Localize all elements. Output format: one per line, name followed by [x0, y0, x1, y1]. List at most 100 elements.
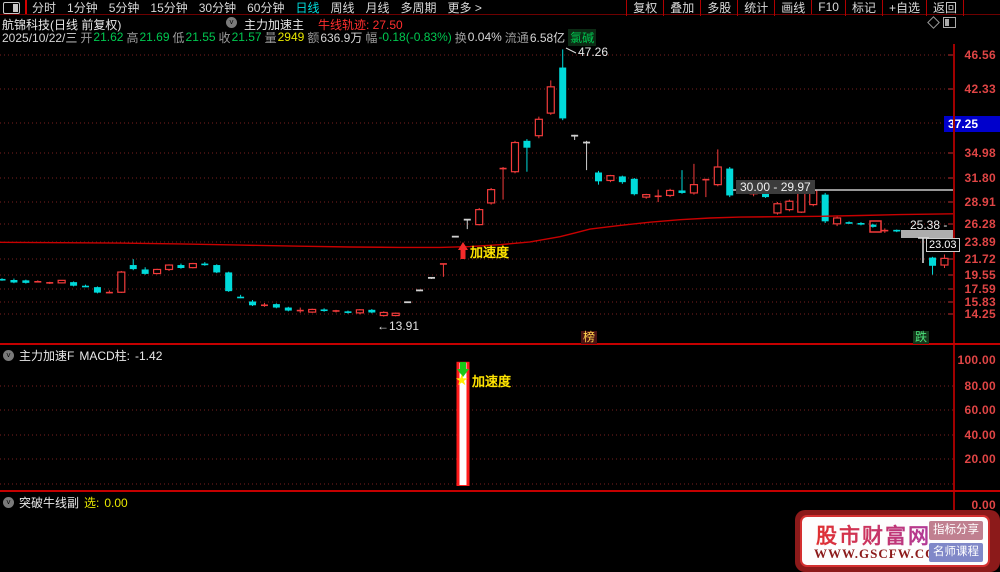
toolbar-right-menu: 复权 叠加 多股 统计 画线 F10 标记 +自选 返回	[626, 0, 964, 16]
quote-segment: 流通	[504, 30, 529, 45]
chevron-down-icon[interactable]: ˅	[3, 497, 14, 508]
panel2-indicator-name: 主力加速F	[19, 349, 75, 363]
price-mark-label: 23.03	[926, 238, 960, 252]
axis-tick-label: 42.33	[964, 82, 996, 96]
period-tab[interactable]: 多周期	[400, 0, 437, 15]
macd-value: -1.42	[135, 348, 163, 363]
panel3-header: ˅ 突破牛线副 选: 0.00	[3, 494, 128, 511]
axis-tick-label: 34.98	[964, 146, 996, 160]
quote-bar: 2025/10/22/三开 21.62 高 21.69 低 21.55 收 21.57 量 294…	[2, 28, 599, 46]
axis-tick-label: 0.00	[971, 498, 996, 512]
split-layout-icon[interactable]	[943, 17, 956, 28]
panel-border	[0, 343, 1000, 345]
quote-segment: 0.04%	[467, 30, 502, 44]
period-tab[interactable]: 60分钟	[247, 0, 285, 15]
axis-tick-label: 46.56	[964, 48, 996, 62]
period-tabs: 分时 1分钟 5分钟 15分钟 30分钟 60分钟 日线 周线 月线 多周期 更多 >	[32, 0, 482, 15]
watermark-site-url: WWW.GSCFW.COM	[814, 546, 950, 561]
quote-segment: -0.18(-0.83%)	[378, 30, 452, 44]
chevron-down-icon[interactable]: ˅	[226, 17, 237, 28]
panel-border	[0, 490, 1000, 492]
quote-segment: 21.57	[231, 30, 262, 44]
price-axis: 46.56 42.33 34.98 31.80 28.91 26.28 23.89 21.72…	[953, 44, 1000, 572]
axis-tick-label: 40.00	[964, 428, 996, 442]
quote-segment: 低	[172, 30, 185, 45]
panel3-indicator-name: 突破牛线副	[19, 496, 80, 510]
diamond-icon[interactable]	[927, 16, 940, 29]
axis-tick-label: 26.28	[964, 217, 996, 231]
bull-track-value: 牛线轨迹: 27.50	[318, 18, 403, 32]
quote-segment: 21.55	[185, 30, 216, 44]
watermark-badge-courses: 名师课程	[929, 543, 983, 562]
axis-tick-label: 28.91	[964, 195, 996, 209]
low-price-label: ←13.91	[377, 319, 420, 333]
period-tab[interactable]: 30分钟	[198, 0, 237, 15]
quote-segment: 额	[307, 30, 320, 45]
macd-label: MACD柱:	[79, 349, 131, 363]
quote-segment: 2949	[277, 30, 305, 44]
menu-item[interactable]: 统计	[737, 0, 774, 16]
menu-item[interactable]: 画线	[774, 0, 811, 16]
axis-tick-label: 15.83	[964, 295, 996, 309]
accel-label-panel2: 加速度	[472, 374, 512, 389]
axis-tick-label: 31.80	[964, 171, 996, 185]
pivot-price-label: 25.38 -	[910, 218, 948, 232]
quote-segment: 2025/10/22/三	[2, 30, 78, 45]
stock-title: 航锦科技(日线 前复权)	[2, 18, 122, 32]
accel-label-main: 加速度	[470, 245, 510, 260]
panel3-sel-label: 选:	[84, 496, 100, 510]
high-price-label: 47.26	[578, 45, 609, 59]
svg-text:★: ★	[455, 371, 468, 389]
quote-segment: 收	[218, 30, 231, 45]
quote-segment: 高	[126, 30, 139, 45]
menu-item[interactable]: 叠加	[663, 0, 700, 16]
axis-tick-label: 23.89	[964, 235, 996, 249]
period-tab[interactable]: 月线	[365, 0, 390, 15]
quote-segment: 换	[454, 30, 467, 45]
quote-segment: 氯碱	[568, 28, 597, 46]
axis-tick-label: 100.00	[957, 353, 996, 367]
menu-item[interactable]: 返回	[925, 0, 964, 16]
menu-item[interactable]: F10	[811, 0, 845, 14]
axis-tick-label: 14.25	[964, 307, 996, 321]
menu-item[interactable]: 复权	[626, 0, 663, 16]
period-tab[interactable]: 更多 >	[447, 0, 482, 15]
watermark-box: 股市财富网 WWW.GSCFW.COM 指标分享 名师课程	[800, 515, 990, 567]
quote-segment: 量	[264, 30, 277, 45]
menu-item[interactable]: 标记	[844, 0, 882, 16]
rank-marker: 榜	[581, 330, 598, 344]
chevron-down-icon[interactable]: ˅	[3, 350, 14, 361]
axis-tick-label: 19.55	[964, 268, 996, 282]
watermark-badge-indicators: 指标分享	[929, 521, 983, 540]
period-tab[interactable]: 1分钟	[67, 0, 98, 15]
quote-segment: 636.9万	[320, 30, 363, 45]
toolbar-periods: 分时 1分钟 5分钟 15分钟 30分钟 60分钟 日线 周线 月线 多周期 更多 > 复权 叠加 多股…	[0, 0, 1000, 16]
axis-tick-label: 80.00	[964, 379, 996, 393]
period-tab[interactable]: 5分钟	[108, 0, 140, 15]
axis-tick-label: 60.00	[964, 403, 996, 417]
period-tab[interactable]: 周线	[330, 0, 355, 15]
axis-vertical-line	[953, 44, 955, 572]
axis-tick-label: 21.72	[964, 252, 996, 266]
watermark-site-name: 股市财富网	[816, 520, 931, 550]
panel3-sel-value: 0.00	[104, 495, 128, 510]
quote-segment: 21.69	[139, 30, 170, 44]
segment-price-label: 30.00 - 29.97	[736, 180, 815, 194]
period-tab[interactable]: 日线	[295, 0, 320, 15]
quote-segment: 6.58亿	[529, 30, 566, 45]
period-tab[interactable]: 分时	[32, 0, 57, 15]
axis-tick-label: 20.00	[964, 452, 996, 466]
price-tag-blue: 37.25	[944, 116, 1000, 132]
toolbar-separator	[25, 0, 27, 14]
period-tab[interactable]: 15分钟	[150, 0, 188, 15]
window-layout-icon[interactable]	[3, 2, 20, 14]
menu-item[interactable]: +自选	[881, 0, 926, 16]
quote-segment: 21.62	[93, 30, 124, 44]
menu-item[interactable]: 多股	[700, 0, 737, 16]
main-indicator-name[interactable]: 主力加速主	[244, 18, 305, 32]
panel2-header: ˅ 主力加速F MACD柱: -1.42	[3, 347, 162, 364]
fall-marker: 跌	[913, 330, 930, 344]
axis-tick-label: 17.59	[964, 282, 996, 296]
